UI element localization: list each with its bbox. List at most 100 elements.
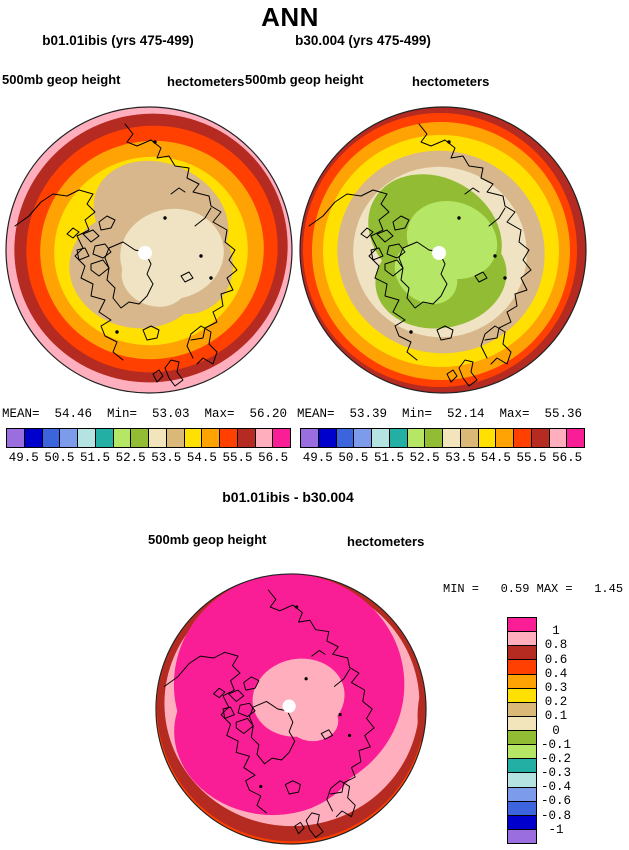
diff-colorbar-cell-tan <box>508 702 536 717</box>
colorbar-tick-label: 53.5 <box>445 451 476 465</box>
colorbar-right-ticks: 49.5 50.5 51.5 52.5 53.5 54.5 55.5 56.5 <box>300 451 585 467</box>
diff-colorbar-label: -0.1 <box>540 737 571 752</box>
diff-colorbar-cell-darkblue <box>508 815 536 830</box>
diff-colorbar-cell-teal <box>508 759 536 774</box>
panel-left-subtitle: b01.01ibis (yrs 475-499) <box>42 33 194 48</box>
pole-dot <box>432 246 446 260</box>
colorbar-cell-darkblue <box>24 429 43 447</box>
colorbar-cell-orangered <box>514 429 532 447</box>
diff-colorbar-cell-cream <box>508 716 536 731</box>
diff-colorbar-label: 0.2 <box>544 695 568 710</box>
diff-colorbar-label: -0.3 <box>540 766 571 781</box>
colorbar-right <box>300 428 585 448</box>
colorbar-cell-purple <box>301 429 319 447</box>
colorbar-cell-purple <box>7 429 25 447</box>
map-outline <box>299 106 587 394</box>
contour-bands-b01 <box>6 107 292 393</box>
map-diff-polar-plot <box>155 573 427 845</box>
colorbar-tick-label: 51.5 <box>80 451 111 465</box>
map-outline <box>5 106 293 394</box>
diff-panel-title: b01.01ibis - b30.004 <box>222 489 354 505</box>
colorbar-cell-yellow <box>184 429 203 447</box>
colorbar-cell-lightgreen <box>113 429 132 447</box>
colorbar-tick-label: 49.5 <box>302 451 333 465</box>
panel-left-stats: MEAN= 54.46 Min= 53.03 Max= 56.20 <box>2 407 288 421</box>
panel-left-units-label: hectometers <box>167 74 245 89</box>
diff-colorbar-cell-purple <box>508 829 536 843</box>
colorbar-cell-orangered <box>220 429 238 447</box>
colorbar-cell-cream <box>149 429 167 447</box>
colorbar-cell-yellow <box>478 429 497 447</box>
map-b01-polar-plot <box>5 106 293 394</box>
colorbar-cell-olive <box>425 429 443 447</box>
colorbar-tick-label: 52.5 <box>115 451 146 465</box>
colorbar-tick-label: 56.5 <box>258 451 289 465</box>
diff-colorbar-cell-palecyan <box>508 773 536 788</box>
panel-right-subtitle: b30.004 (yrs 475-499) <box>295 33 431 48</box>
diff-colorbar-label: 0 <box>552 723 560 738</box>
colorbar-cell-darkred <box>531 429 550 447</box>
colorbar-tick-label: 52.5 <box>409 451 440 465</box>
diff-units-label: hectometers <box>347 534 425 549</box>
diff-minmax-stats: MIN = 0.59 MAX = 1.45 <box>443 582 624 596</box>
panel-right-units-label: hectometers <box>412 74 490 89</box>
diff-colorbar <box>507 617 537 844</box>
panel-right-stats: MEAN= 53.39 Min= 52.14 Max= 55.36 <box>297 407 583 421</box>
pole-dot <box>282 699 296 713</box>
diff-colorbar-label: -0.2 <box>540 751 571 766</box>
diff-colorbar-label: 0.8 <box>544 638 568 653</box>
diff-colorbar-label: 0.1 <box>544 709 568 724</box>
panel-right-field-label: 500mb geop height <box>245 72 364 87</box>
colorbar-cell-tan <box>166 429 185 447</box>
diff-colorbar-label: -0.6 <box>540 794 571 809</box>
colorbar-tick-label: 53.5 <box>151 451 182 465</box>
diff-colorbar-cell-pink <box>508 632 536 647</box>
colorbar-cell-magenta <box>273 429 290 447</box>
colorbar-cell-cornflower <box>60 429 78 447</box>
colorbar-tick-label: 55.5 <box>516 451 547 465</box>
colorbar-cell-cornflower <box>354 429 372 447</box>
colorbar-cell-pink <box>549 429 568 447</box>
colorbar-tick-label: 49.5 <box>8 451 39 465</box>
colorbar-left <box>6 428 291 448</box>
diff-colorbar-label: -0.4 <box>540 780 571 795</box>
colorbar-left-ticks: 49.5 50.5 51.5 52.5 53.5 54.5 55.5 56.5 <box>6 451 291 467</box>
diff-colorbar-labels: 1 0.8 0.6 0.4 0.3 0.2 0.1 0 -0.1 -0.2 -0.3 -0.4 -0.6… <box>538 617 574 844</box>
contour-bands-diff <box>155 573 427 845</box>
colorbar-tick-label: 50.5 <box>44 451 75 465</box>
diff-colorbar-label: -0.8 <box>540 808 571 823</box>
colorbar-cell-olive <box>131 429 149 447</box>
panel-left-field-label: 500mb geop height <box>2 72 121 87</box>
colorbar-tick-label: 56.5 <box>552 451 583 465</box>
diff-colorbar-cell-yellow <box>508 688 536 703</box>
colorbar-cell-teal <box>95 429 114 447</box>
colorbar-cell-cream <box>443 429 461 447</box>
colorbar-tick-label: 55.5 <box>222 451 253 465</box>
colorbar-tick-label: 54.5 <box>480 451 511 465</box>
map-outline <box>155 573 427 845</box>
colorbar-cell-palecyan <box>372 429 390 447</box>
colorbar-tick-label: 54.5 <box>186 451 217 465</box>
colorbar-cell-darkblue <box>318 429 337 447</box>
diff-colorbar-cell-orange <box>508 674 536 689</box>
diff-colorbar-cell-magenta <box>508 618 536 633</box>
diff-colorbar-cell-blue <box>508 801 536 816</box>
colorbar-cell-palecyan <box>78 429 96 447</box>
colorbar-cell-orange <box>202 429 220 447</box>
colorbar-cell-blue <box>336 429 355 447</box>
contour-bands-b30 <box>300 107 586 393</box>
band-cream <box>121 249 189 307</box>
colorbar-cell-teal <box>389 429 408 447</box>
diff-colorbar-cell-lightgreen <box>508 745 536 760</box>
figure-title: ANN <box>261 2 319 32</box>
diff-colorbar-label: 1 <box>552 624 560 639</box>
colorbar-cell-orange <box>496 429 514 447</box>
colorbar-tick-label: 50.5 <box>338 451 369 465</box>
diff-colorbar-label: -1 <box>548 822 564 837</box>
diff-colorbar-cell-orangered <box>508 660 536 675</box>
colorbar-cell-magenta <box>567 429 584 447</box>
diff-colorbar-label: 0.4 <box>544 666 568 681</box>
diff-colorbar-cell-olive <box>508 731 536 746</box>
diff-colorbar-cell-cornflower <box>508 787 536 802</box>
